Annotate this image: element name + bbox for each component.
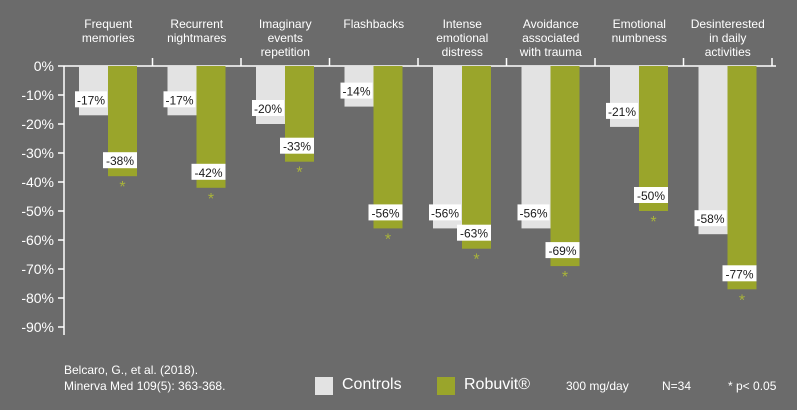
y-tick-label: -60% xyxy=(21,232,54,248)
category-label-line: emotional xyxy=(436,31,488,45)
bar-robuvit xyxy=(727,66,757,290)
value-label-box-robuvit xyxy=(722,265,757,282)
category-label-line: nightmares xyxy=(167,31,226,45)
significance-asterisk: * xyxy=(650,214,656,231)
value-label-controls: -17% xyxy=(165,93,193,107)
category-label-line: Recurrent xyxy=(170,17,223,31)
category-label-line: repetition xyxy=(261,45,310,59)
bar-robuvit xyxy=(550,66,580,267)
significance-note: * p< 0.05 xyxy=(728,379,777,393)
legend-controls-swatch xyxy=(315,377,333,395)
category-label: Recurrent nightmares xyxy=(167,17,226,45)
category-label-line: Flashbacks xyxy=(343,17,404,31)
legend-controls-label: Controls xyxy=(342,376,402,393)
bar-robuvit xyxy=(639,66,668,211)
category-label-line: Frequent xyxy=(84,17,133,31)
bar-controls xyxy=(167,66,197,116)
y-tick-label: -40% xyxy=(21,174,54,190)
category-label-line: Emotional xyxy=(613,17,666,31)
category-label: Flashbacks xyxy=(343,17,404,31)
value-label-controls: -17% xyxy=(77,93,105,107)
y-tick-label: -50% xyxy=(21,203,54,219)
value-label-robuvit: -42% xyxy=(194,166,222,180)
citation-line-1: Belcaro, G., et al. (2018). xyxy=(64,363,199,377)
value-label-robuvit: -33% xyxy=(283,140,311,154)
y-tick-label: -30% xyxy=(21,145,54,161)
value-label-robuvit: -50% xyxy=(637,189,665,203)
value-label-controls: -14% xyxy=(342,85,370,99)
significance-asterisk: * xyxy=(739,292,745,309)
value-label-box-robuvit xyxy=(103,152,137,169)
category-label-line: Desinterested xyxy=(691,17,765,31)
category-label-line: distress xyxy=(442,45,483,59)
significance-asterisk: * xyxy=(562,269,568,286)
sample-size-label: N=34 xyxy=(662,379,692,393)
value-label-box-robuvit xyxy=(368,204,403,221)
bar-controls xyxy=(433,66,462,229)
citation-line-2: Minerva Med 109(5): 363-368. xyxy=(64,379,226,393)
bar-robuvit xyxy=(373,66,403,229)
y-tick-label: -20% xyxy=(21,116,54,132)
value-label-box-robuvit xyxy=(191,163,226,180)
legend-robuvit-label: Robuvit® xyxy=(464,376,531,393)
value-label-robuvit: -69% xyxy=(548,244,576,258)
bar-controls xyxy=(698,66,728,235)
value-label-box-robuvit xyxy=(457,224,491,241)
value-label-box-controls xyxy=(429,204,461,221)
category-label-line: Imaginary xyxy=(259,17,312,31)
y-tick-label: -80% xyxy=(21,290,54,306)
y-tick-label: -90% xyxy=(21,319,54,335)
value-label-box-controls xyxy=(517,204,550,221)
category-label-line: in daily xyxy=(709,31,746,45)
value-label-robuvit: -38% xyxy=(106,154,134,168)
value-label-robuvit: -56% xyxy=(371,206,399,220)
value-label-box-controls xyxy=(694,210,727,227)
value-label-box-robuvit xyxy=(280,137,314,154)
category-label-line: Intense xyxy=(443,17,483,31)
value-label-robuvit: -63% xyxy=(460,227,488,241)
dose-label: 300 mg/day xyxy=(566,379,629,393)
significance-asterisk: * xyxy=(473,252,479,269)
category-label-line: associated xyxy=(522,31,579,45)
category-label-line: activities xyxy=(705,45,751,59)
value-label-controls: -58% xyxy=(696,212,724,226)
value-label-box-controls xyxy=(163,91,196,108)
category-label-line: Avoidance xyxy=(523,17,579,31)
bar-controls xyxy=(521,66,551,229)
y-tick-label: -70% xyxy=(21,261,54,277)
category-label: Desinterested in daily activities xyxy=(691,17,765,59)
category-label: Imaginary events repetition xyxy=(259,17,312,59)
value-label-box-robuvit xyxy=(634,187,668,203)
category-label: Frequent memories xyxy=(82,17,135,45)
significance-asterisk: * xyxy=(296,165,302,182)
value-label-box-controls xyxy=(252,100,284,116)
value-label-controls: -20% xyxy=(254,102,282,116)
value-label-box-controls xyxy=(75,91,107,108)
category-label-line: with trauma xyxy=(519,45,582,59)
bar-robuvit xyxy=(462,66,491,249)
bar-controls xyxy=(79,66,108,116)
value-label-controls: -56% xyxy=(519,206,547,220)
value-label-robuvit: -77% xyxy=(725,267,753,281)
legend-robuvit-swatch xyxy=(437,377,455,395)
category-label: Intense emotional distress xyxy=(436,17,488,59)
significance-asterisk: * xyxy=(208,191,214,208)
category-label: Avoidance associated with trauma xyxy=(519,17,582,59)
y-tick-label: -10% xyxy=(21,87,54,103)
y-tick-label: 0% xyxy=(34,58,54,74)
value-label-controls: -21% xyxy=(608,105,636,119)
value-label-box-controls xyxy=(340,82,373,99)
value-label-box-robuvit xyxy=(545,242,580,259)
value-label-box-controls xyxy=(606,102,638,119)
significance-asterisk: * xyxy=(385,231,391,248)
category-label-line: memories xyxy=(82,31,135,45)
category-label: Emotional numbness xyxy=(612,17,667,45)
category-label-line: events xyxy=(268,31,303,45)
value-label-controls: -56% xyxy=(431,206,459,220)
significance-asterisk: * xyxy=(119,179,125,196)
category-label-line: numbness xyxy=(612,31,667,45)
